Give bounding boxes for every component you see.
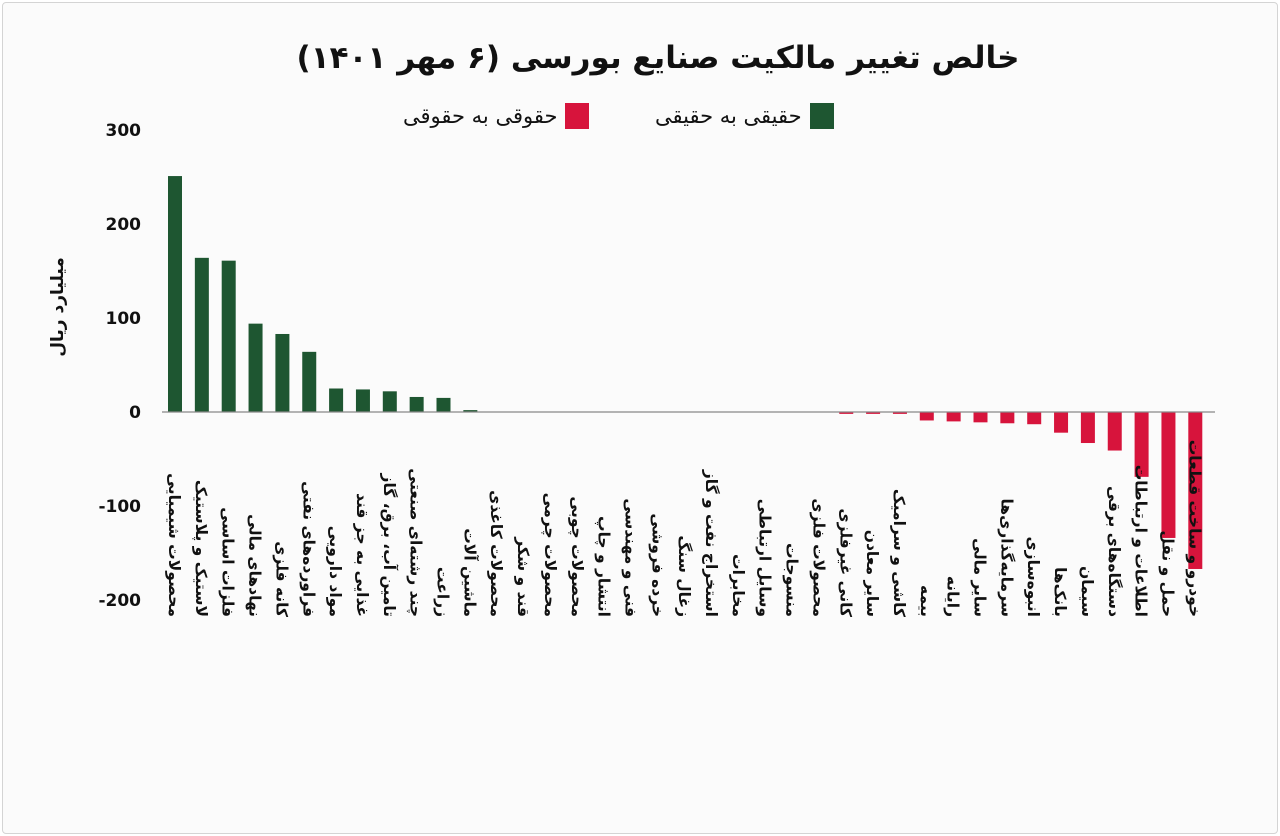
bar: [1027, 412, 1042, 425]
x-tick-label: سایر مالی: [971, 538, 989, 617]
x-tick-label: انبوه‌سازی: [1024, 536, 1042, 617]
bar: [1161, 412, 1176, 538]
y-tick-label: 300: [106, 121, 142, 141]
bar: [892, 412, 907, 414]
bar: [973, 412, 988, 423]
bar: [1054, 412, 1069, 433]
x-tick-label: سیمان: [1078, 566, 1096, 617]
y-tick-label: -100: [98, 497, 141, 517]
x-tick-label: محصولات فلزی: [809, 498, 827, 617]
x-tick-label: اطلاعات و ارتباطات: [1132, 465, 1150, 617]
y-tick-label: 0: [129, 403, 141, 423]
x-tick-label: چند رشته‌ای صنعتی: [406, 468, 425, 617]
bar: [839, 412, 854, 414]
legend-label-legal-to-legal: حقوقی به حقوقی: [403, 104, 558, 128]
x-tick-label: نهادهای مالی: [246, 514, 264, 617]
x-tick-label: کاشی و سرامیک: [890, 489, 908, 618]
y-tick-label: 200: [106, 215, 142, 235]
x-tick-label: سرمایه‌گذاری‌ها: [997, 499, 1016, 618]
x-tick-label: حمل و نقل: [1158, 530, 1176, 617]
x-tick-label: محصولات کاغذی: [487, 490, 505, 617]
bar: [355, 389, 370, 412]
bar: [302, 351, 317, 412]
bar: [329, 388, 344, 412]
x-tick-label: تامین آب، برق، گاز: [380, 473, 399, 617]
y-tick-label: -200: [98, 591, 141, 611]
x-tick-label: رایانه: [944, 576, 962, 617]
x-tick-label: بانک‌ها: [1051, 567, 1069, 617]
x-tick-label: انتشار و چاپ: [594, 516, 613, 617]
bar: [1080, 412, 1095, 444]
y-tick-label: 100: [106, 309, 142, 329]
x-tick-label: منسوجات: [783, 543, 801, 617]
x-tick-label: فنی و مهندسی: [621, 498, 639, 617]
x-tick-label: لاستیک و پلاستیک: [191, 480, 210, 617]
x-tick-label: محصولات شیمیایی: [165, 473, 183, 617]
x-tick-label: مخابرات: [729, 554, 747, 617]
legend-swatch-green: [809, 103, 834, 129]
bar: [919, 412, 934, 421]
x-tick-label: مواد دارویی: [326, 526, 344, 617]
legend-item-legal-to-legal: حقوقی به حقوقی: [403, 101, 590, 131]
x-tick-label: ماشین آلات: [460, 528, 479, 617]
bar: [382, 391, 397, 412]
legend-swatch-red: [565, 103, 590, 129]
x-tick-label: زغال سنگ: [675, 535, 693, 617]
x-tick-label: فلزات اساسی: [219, 507, 237, 617]
bar: [946, 412, 961, 422]
x-tick-label: سایر معادن: [863, 530, 881, 617]
bar: [436, 397, 451, 412]
x-tick-label: استخراج نفت و گاز: [702, 469, 721, 617]
bar: [168, 176, 182, 412]
x-tick-label: دستگاه‌های برقی: [1105, 486, 1124, 617]
bar: [194, 257, 209, 412]
bar: [409, 396, 424, 412]
bar: [248, 323, 263, 412]
x-tick-label: خودرو و ساخت قطعات: [1185, 440, 1203, 617]
x-tick-label: محصولات چرمی: [540, 493, 559, 617]
chart-title: خالص تغییر مالکیت صنایع بورسی (۶ مهر ۱۴۰…: [296, 40, 1020, 76]
bar: [275, 333, 290, 412]
x-tick-label: وسایل ارتباطی: [756, 499, 774, 617]
bar: [463, 410, 478, 412]
x-tick-label: کانه فلزی: [272, 541, 290, 618]
x-tick-label: فراورده‌های نفتی: [299, 481, 317, 617]
bar: [1188, 412, 1203, 569]
legend-item-real-to-real: حقیقی به حقیقی: [655, 101, 834, 131]
x-tick-label: غذایی به جز قند: [353, 493, 371, 617]
legend-label-real-to-real: حقیقی به حقیقی: [655, 104, 802, 128]
x-tick-label: خرده فروشی: [648, 513, 666, 617]
x-tick-label: زراعت: [434, 567, 452, 617]
x-tick-label: بیمه: [917, 585, 935, 617]
x-tick-label: قند و شکر: [514, 536, 532, 617]
bar: [866, 412, 881, 414]
bar: [1107, 412, 1122, 451]
x-tick-label: کانی غیرفلزی: [836, 508, 854, 618]
bar: [1000, 412, 1015, 424]
x-tick-label: محصولات چوبی: [567, 496, 586, 617]
bar: [221, 260, 236, 412]
bar: [1134, 412, 1149, 477]
